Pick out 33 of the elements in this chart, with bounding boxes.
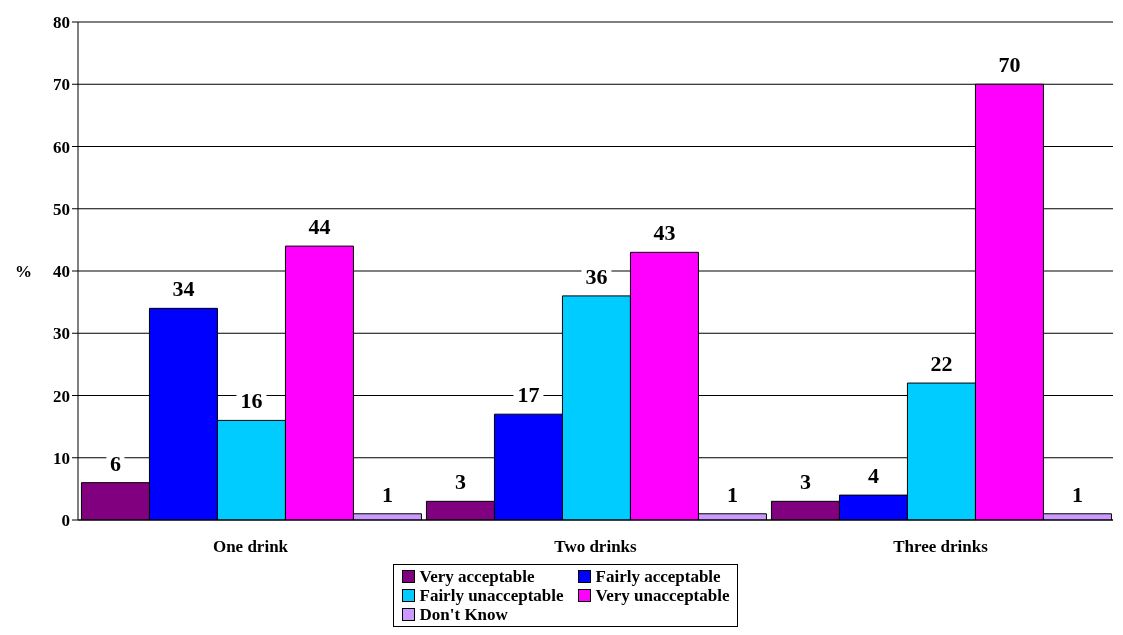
- data-label: 6: [109, 450, 121, 476]
- legend-label: Don't Know: [419, 605, 508, 624]
- data-label: 1: [726, 481, 738, 507]
- data-label: 3: [799, 469, 811, 495]
- data-label: 4: [867, 463, 879, 489]
- y-tick-label: 10: [53, 448, 70, 468]
- data-label: 70: [998, 52, 1021, 78]
- x-tick-label: One drink: [212, 537, 289, 557]
- x-tick-label: Three drinks: [893, 537, 989, 557]
- data-label: 34: [172, 276, 195, 302]
- y-tick-label: 60: [53, 137, 70, 157]
- y-axis-title: %: [15, 262, 32, 282]
- y-tick-label: 20: [53, 386, 70, 406]
- legend-label: Fairly unacceptable: [419, 586, 564, 605]
- data-label: 1: [1071, 481, 1083, 507]
- data-label: 36: [585, 263, 608, 289]
- data-label: 16: [240, 388, 263, 414]
- data-label: 22: [930, 351, 953, 377]
- data-label: 44: [308, 214, 331, 240]
- y-tick-label: 30: [53, 324, 70, 344]
- y-tick-label: 40: [53, 262, 70, 282]
- y-tick-label: 70: [53, 75, 70, 95]
- legend-label: Very unacceptable: [595, 586, 730, 605]
- y-tick-label: 0: [61, 511, 70, 531]
- legend-label: Fairly acceptable: [595, 567, 721, 586]
- legend-label: Very acceptable: [419, 567, 535, 586]
- data-label: 43: [653, 220, 676, 246]
- data-label: 3: [454, 469, 466, 495]
- data-label: 17: [517, 382, 540, 408]
- data-label: 1: [381, 481, 393, 507]
- x-tick-label: Two drinks: [554, 537, 638, 557]
- y-tick-label: 80: [53, 13, 70, 33]
- y-tick-label: 50: [53, 199, 70, 219]
